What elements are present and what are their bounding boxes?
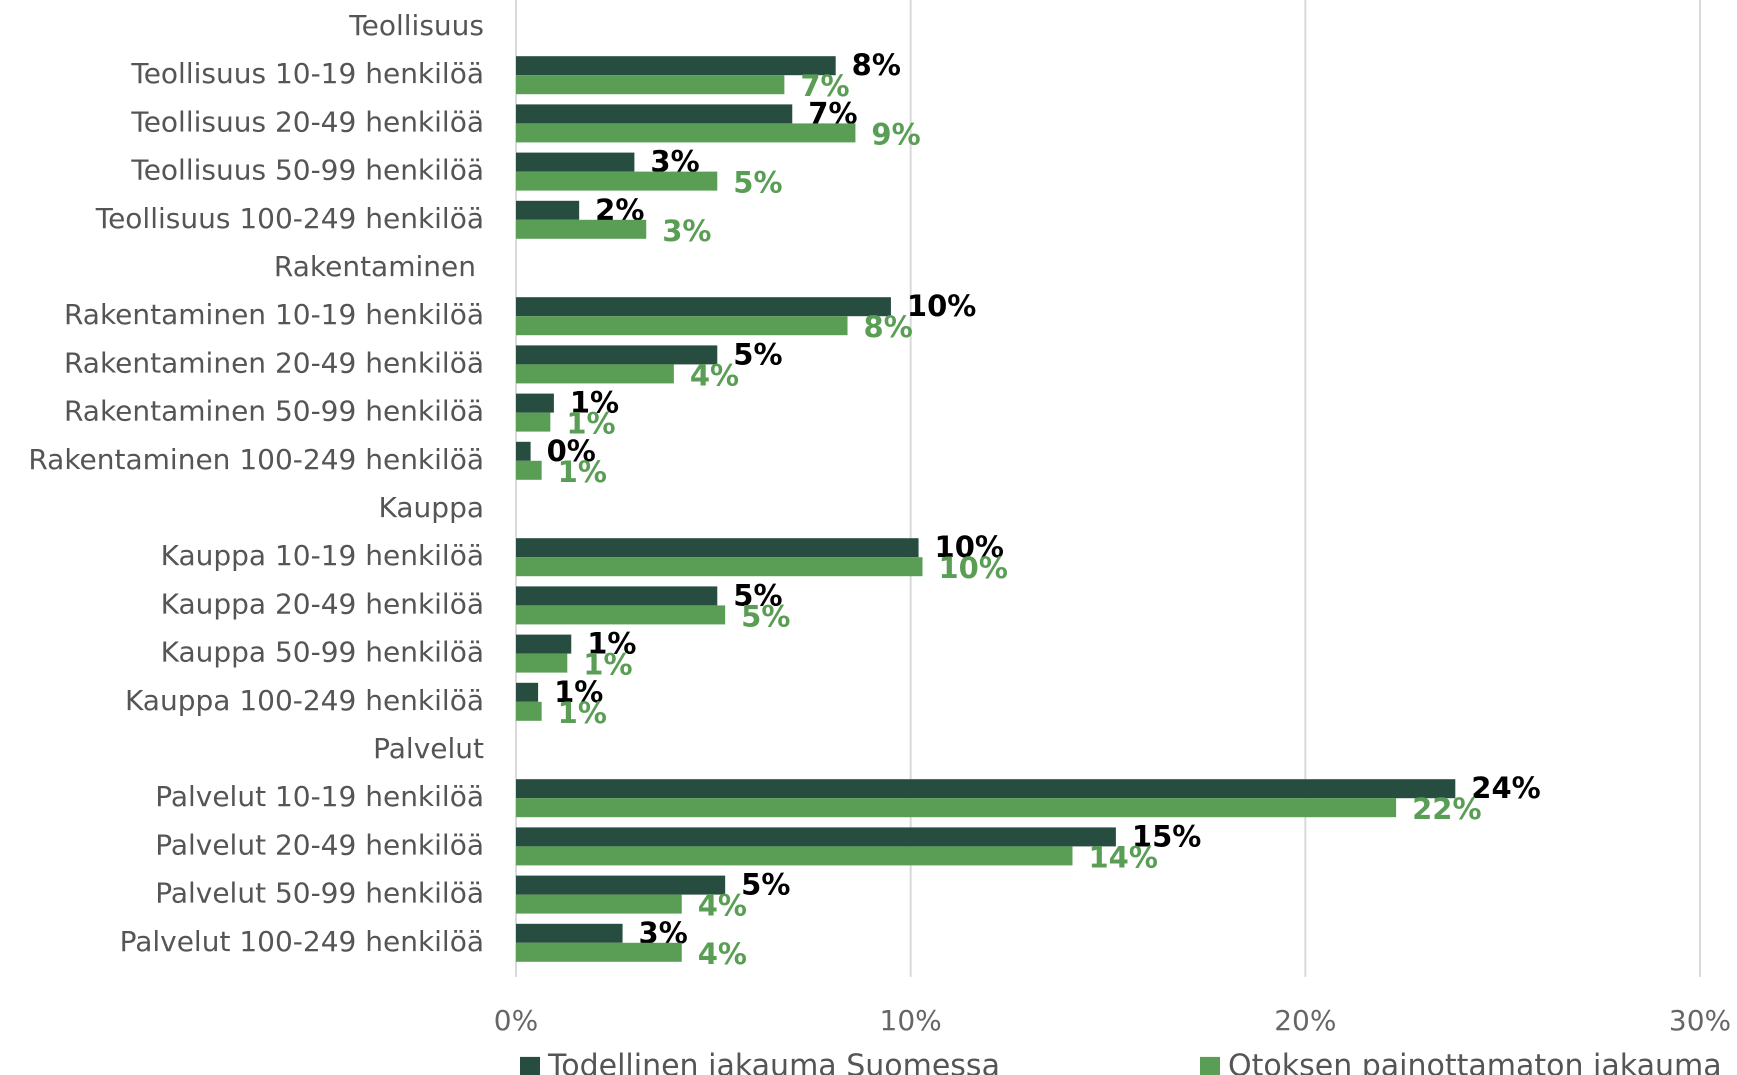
bar: [516, 441, 531, 461]
category-label: Kauppa: [379, 491, 484, 524]
bar: [516, 460, 542, 480]
value-label: 4%: [698, 889, 747, 923]
value-label: 8%: [864, 310, 913, 344]
category-label: Teollisuus 10-19 henkilöä: [130, 57, 484, 90]
bar: [516, 846, 1073, 866]
category-label: Palvelut 100-249 henkilöä: [120, 925, 484, 958]
value-label: 3%: [662, 214, 711, 248]
x-tick-label: 0%: [494, 1004, 538, 1037]
category-label: Teollisuus 20-49 henkilöä: [130, 105, 484, 138]
value-label: 10%: [939, 551, 1008, 585]
value-label: 5%: [741, 599, 790, 633]
value-label: 0%: [547, 434, 596, 468]
bar: [516, 538, 919, 558]
category-label: Kauppa 10-19 henkilöä: [161, 539, 484, 572]
bar: [516, 56, 836, 76]
bar: [516, 827, 1116, 847]
value-label: 15%: [1132, 819, 1201, 853]
x-tick-label: 20%: [1274, 1004, 1336, 1037]
value-label: 1%: [587, 627, 636, 661]
bar: [516, 152, 635, 172]
bar: [516, 942, 682, 962]
x-tick-label: 10%: [880, 1004, 942, 1037]
value-label: 10%: [935, 530, 1004, 564]
category-label: Teollisuus: [348, 9, 484, 42]
bar: [516, 557, 923, 577]
value-label: 14%: [1088, 840, 1157, 874]
bar: [516, 923, 623, 943]
value-label: 4%: [698, 937, 747, 971]
bar: [516, 798, 1397, 818]
bar: [516, 104, 793, 124]
value-label: 4%: [690, 358, 739, 392]
value-label: 5%: [733, 337, 782, 371]
category-label: Kauppa 20-49 henkilöä: [161, 587, 484, 620]
bar: [516, 605, 726, 625]
value-label: 9%: [871, 117, 920, 151]
value-label: 5%: [733, 578, 782, 612]
bar: [516, 316, 848, 336]
category-label: Rakentaminen 20-49 henkilöä: [64, 346, 484, 379]
bar: [516, 75, 785, 95]
category-label: Kauppa 50-99 henkilöä: [161, 636, 484, 669]
bar: [516, 364, 674, 384]
legend-swatch: [1200, 1056, 1220, 1075]
bar: [516, 653, 568, 673]
value-label: 1%: [570, 386, 619, 420]
x-tick-label: 30%: [1669, 1004, 1731, 1037]
category-label: Teollisuus 50-99 henkilöä: [130, 154, 484, 187]
category-label: Rakentaminen: [274, 250, 476, 283]
bar: [516, 200, 580, 220]
category-label: Palvelut: [373, 732, 484, 765]
bar: [516, 345, 718, 365]
category-label: Palvelut 50-99 henkilöä: [155, 877, 484, 910]
category-label: Rakentaminen 10-19 henkilöä: [64, 298, 484, 331]
bar: [516, 297, 891, 317]
value-label: 1%: [558, 455, 607, 489]
value-label: 10%: [907, 289, 976, 323]
category-label: Kauppa 100-249 henkilöä: [125, 684, 484, 717]
bar: [516, 634, 572, 654]
bar: [516, 171, 718, 191]
bar: [516, 123, 856, 143]
category-label: Rakentaminen 50-99 henkilöä: [64, 395, 484, 428]
category-label: Teollisuus 100-249 henkilöä: [95, 202, 484, 235]
value-label: 1%: [554, 675, 603, 709]
value-label: 22%: [1412, 792, 1481, 826]
value-label: 1%: [583, 648, 632, 682]
bar: [516, 701, 542, 721]
value-label: 1%: [566, 407, 615, 441]
legend-label: Otoksen painottamaton jakauma: [1228, 1048, 1722, 1075]
value-label: 5%: [733, 166, 782, 200]
category-label: Palvelut 10-19 henkilöä: [155, 780, 484, 813]
bar: [516, 894, 682, 914]
value-label: 8%: [852, 48, 901, 82]
category-label: Palvelut 20-49 henkilöä: [155, 828, 484, 861]
value-label: 1%: [558, 696, 607, 730]
bar: [516, 393, 554, 413]
legend-label: Todellinen jakauma Suomessa: [547, 1048, 1000, 1075]
value-label: 5%: [741, 868, 790, 902]
bar: [516, 412, 551, 432]
bar: [516, 875, 726, 895]
bar: [516, 779, 1456, 799]
bar: [516, 219, 647, 239]
bar: [516, 682, 539, 702]
value-label: 24%: [1471, 771, 1540, 805]
legend-swatch: [520, 1056, 540, 1075]
bar: [516, 586, 718, 606]
category-label: Rakentaminen 100-249 henkilöä: [28, 443, 484, 476]
value-label: 7%: [800, 69, 849, 103]
